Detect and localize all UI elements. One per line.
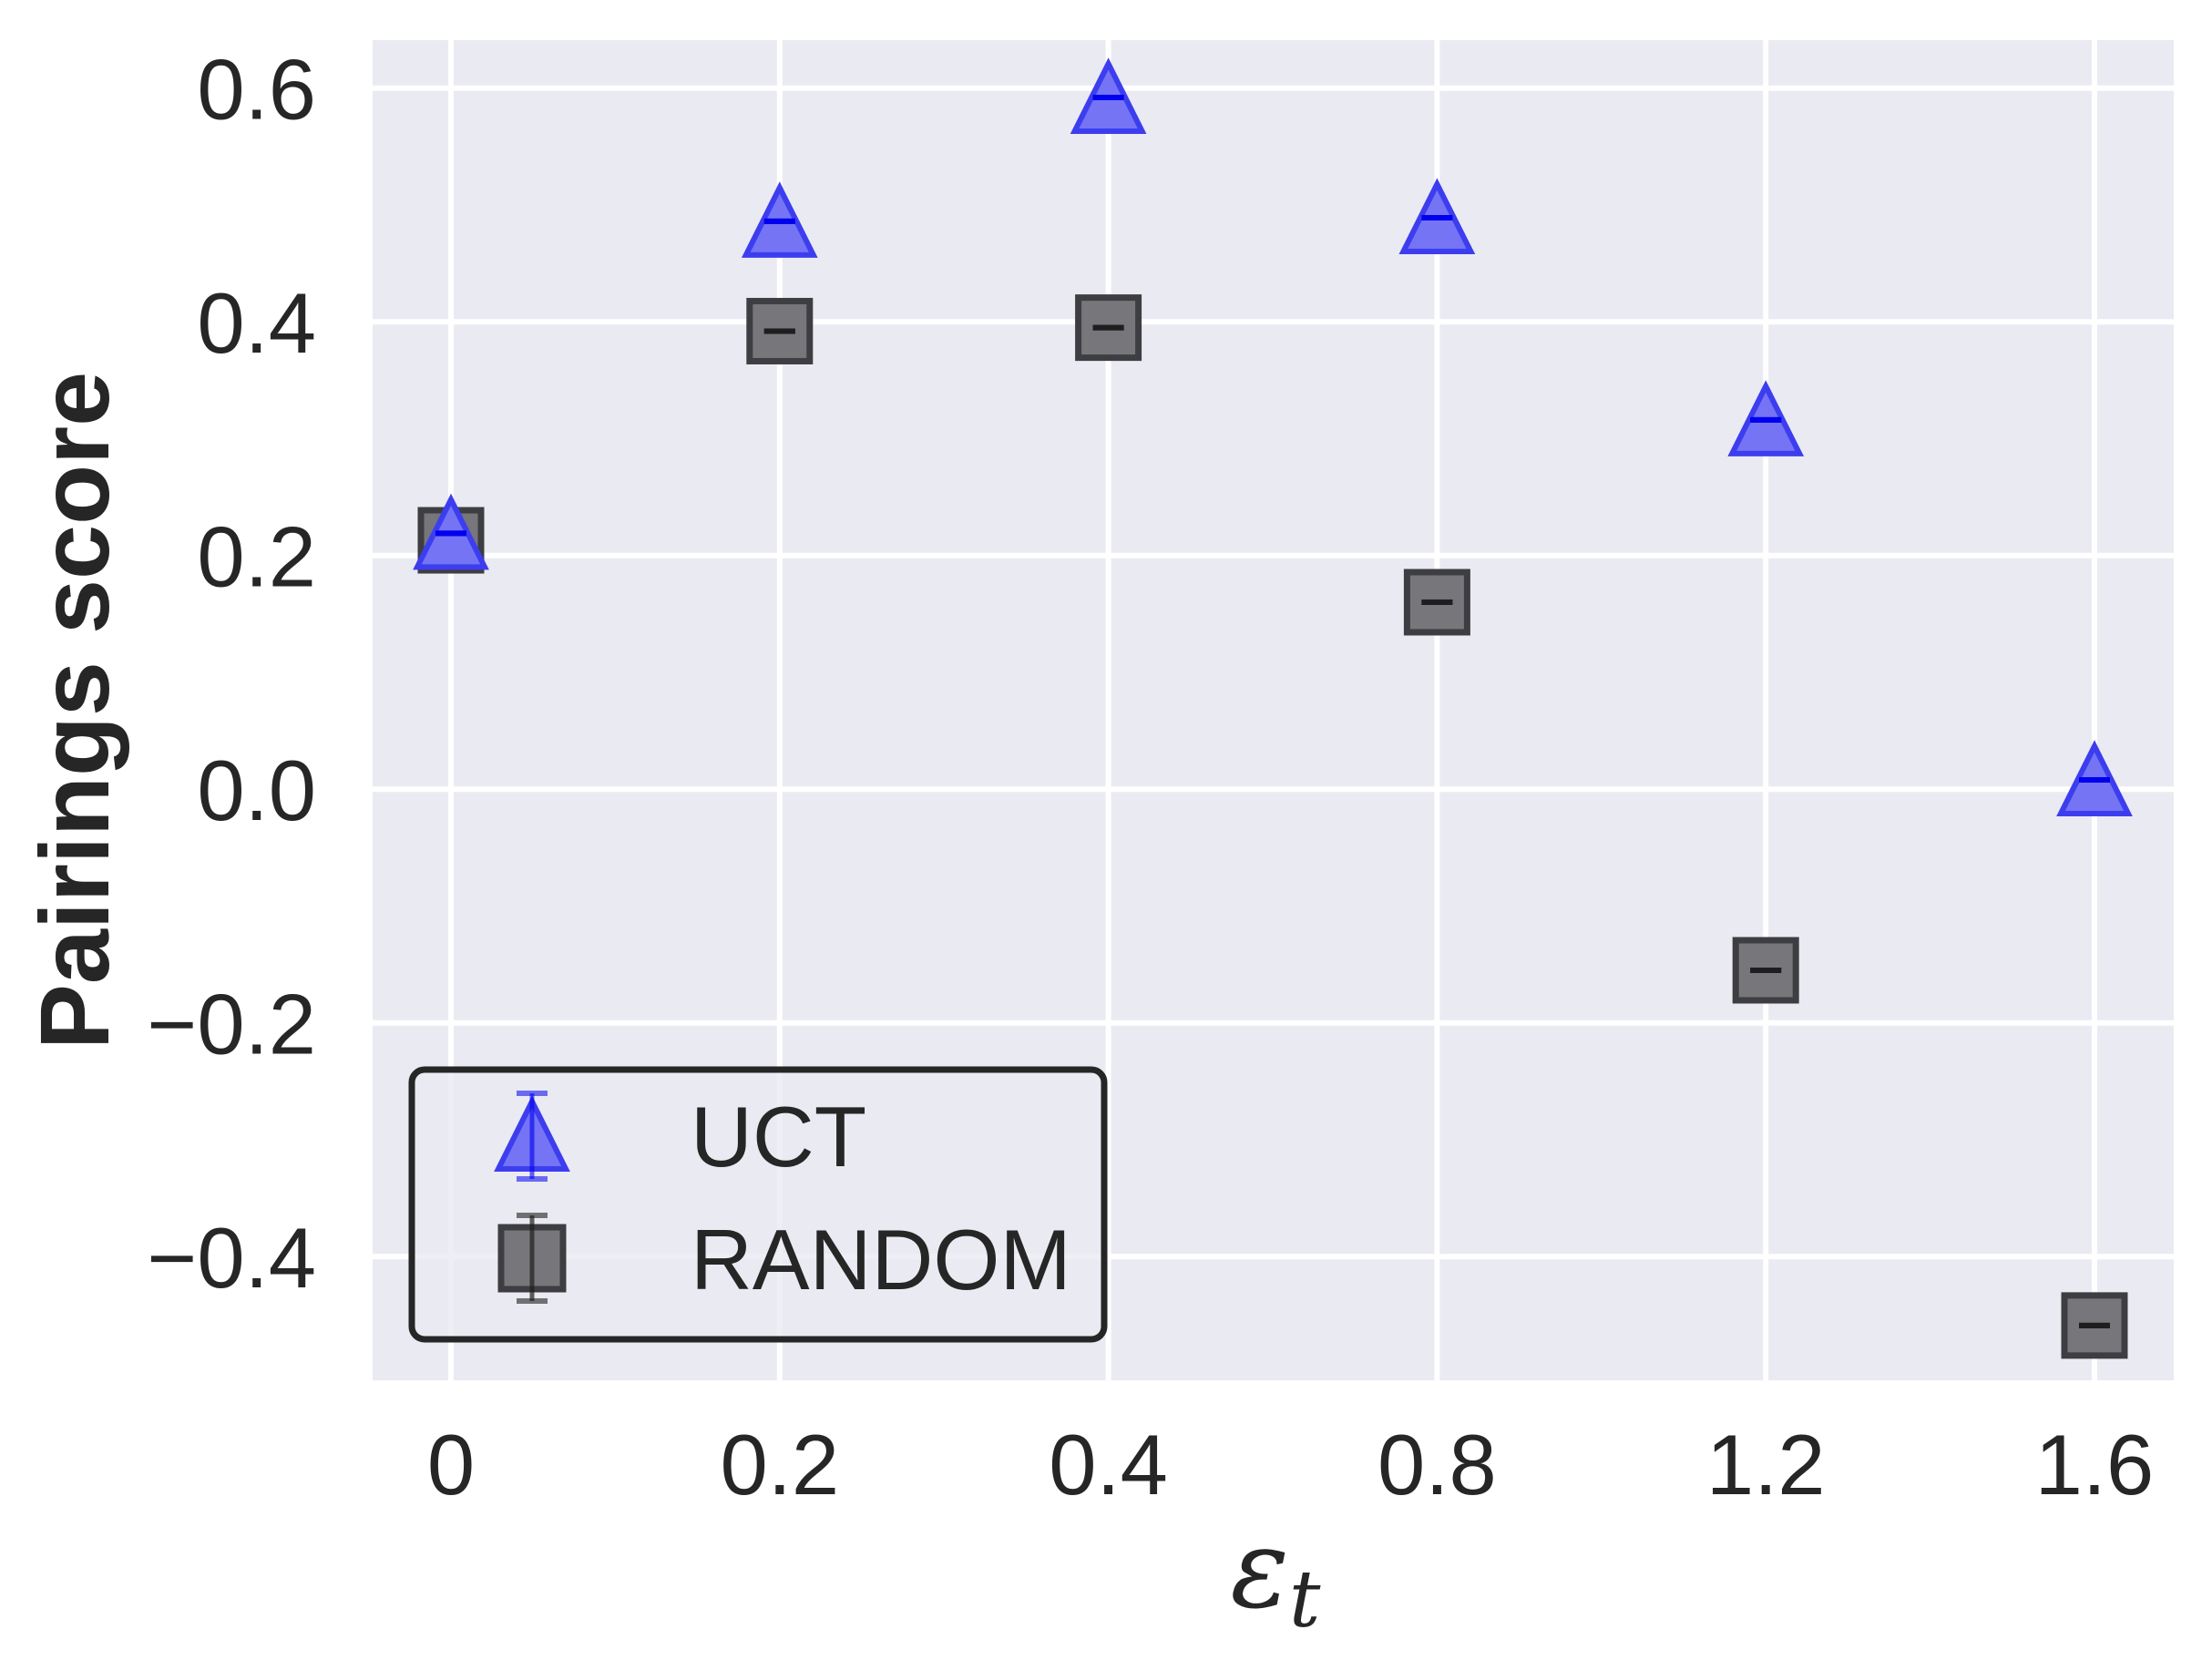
legend: UCT RANDOM: [408, 1066, 1108, 1343]
y-tick-label: 0.6: [197, 42, 316, 138]
x-tick-label: 0.8: [1377, 1417, 1497, 1512]
data-point-random: [1075, 294, 1142, 362]
x-tick-label: 1.2: [1706, 1417, 1826, 1512]
legend-box: [408, 1066, 1108, 1343]
y-tick-label: 0.4: [197, 275, 316, 371]
x-axis-label-subscript: t: [1289, 1554, 1321, 1645]
x-axis-ticks: 0 0.2 0.4 0.8 1.2 1.6: [427, 1417, 2154, 1512]
data-point-random: [1732, 937, 1799, 1004]
legend-label-uct: UCT: [691, 1089, 866, 1184]
y-axis-label: Pairings score: [19, 372, 129, 1050]
x-axis-label-main: ε: [1231, 1506, 1289, 1633]
data-point-uct: [2056, 740, 2133, 816]
legend-item-uct: UCT: [494, 1089, 866, 1184]
y-tick-label: 0.2: [197, 509, 316, 605]
data-point-uct: [413, 493, 489, 570]
data-point-uct: [1070, 57, 1147, 134]
x-tick-label: 1.6: [2035, 1417, 2155, 1512]
data-point-random: [2061, 1292, 2128, 1359]
x-axis-label: εt: [1231, 1506, 1321, 1645]
legend-item-random: RANDOM: [497, 1212, 1071, 1307]
y-tick-label: −0.4: [147, 1210, 316, 1306]
x-tick-label: 0: [427, 1417, 475, 1512]
y-axis-ticks: −0.4 −0.2 0.0 0.2 0.4 0.6: [147, 42, 316, 1306]
data-point-random: [1403, 569, 1470, 636]
x-tick-label: 0.2: [720, 1417, 839, 1512]
data-point-uct: [1727, 380, 1805, 456]
legend-label-random: RANDOM: [691, 1212, 1071, 1307]
square-marker-icon: [497, 1213, 567, 1304]
data-point-uct: [741, 181, 818, 258]
data-point-uct: [1398, 178, 1476, 255]
triangle-marker-icon: [494, 1091, 570, 1182]
y-tick-label: 0.0: [197, 743, 316, 838]
y-tick-label: −0.2: [147, 977, 316, 1072]
x-tick-label: 0.4: [1049, 1417, 1168, 1512]
series-uct: [413, 57, 2133, 816]
data-point-random: [746, 297, 814, 364]
